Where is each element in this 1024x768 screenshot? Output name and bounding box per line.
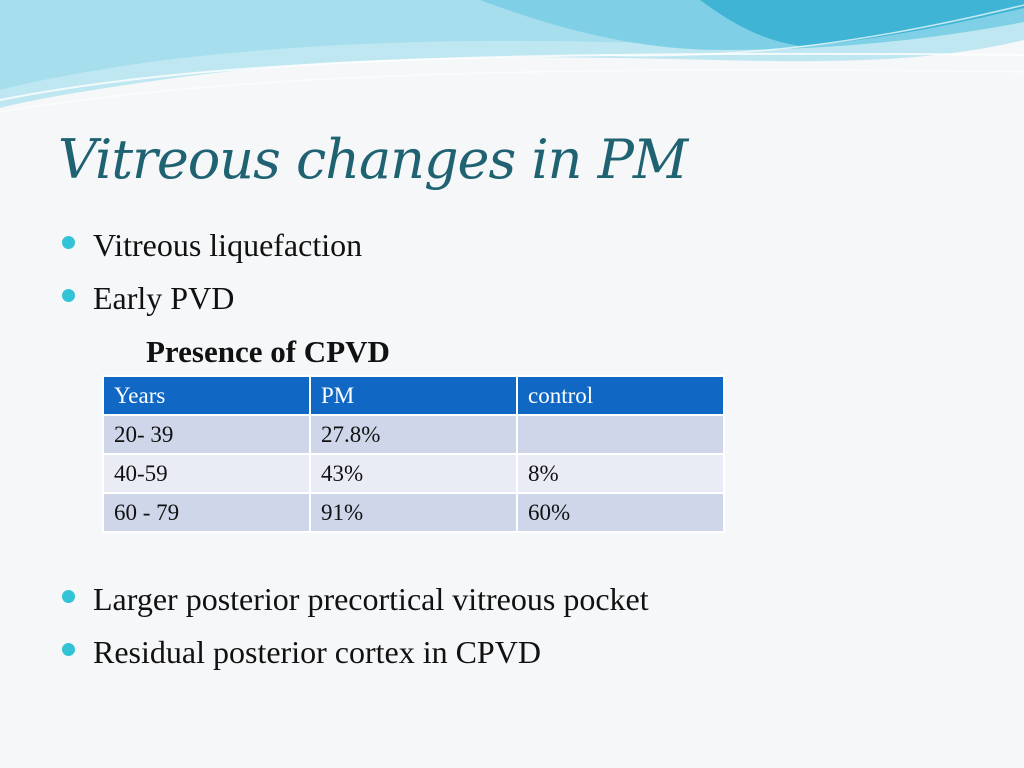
- column-header-control: control: [516, 375, 725, 416]
- bullet-item: Larger posterior precortical vitreous po…: [62, 580, 649, 633]
- bullet-item: Residual posterior cortex in CPVD: [62, 633, 649, 686]
- column-header-years: Years: [102, 375, 311, 416]
- table-cell: 60%: [516, 492, 725, 533]
- bullet-text: Larger posterior precortical vitreous po…: [93, 581, 649, 617]
- bullet-dot-icon: [62, 236, 75, 249]
- table-row: 20- 39 27.8%: [102, 414, 725, 455]
- table-cell: 91%: [309, 492, 518, 533]
- bullet-dot-icon: [62, 590, 75, 603]
- table-cell: 60 - 79: [102, 492, 311, 533]
- bullet-text: Residual posterior cortex in CPVD: [93, 634, 541, 670]
- slide-title: Vitreous changes in PM: [58, 128, 688, 191]
- bullet-text: Vitreous liquefaction: [93, 227, 363, 263]
- bullet-dot-icon: [62, 643, 75, 656]
- cpvd-table: Years PM control 20- 39 27.8% 40-59 43% …: [102, 375, 725, 533]
- table-cell: 27.8%: [309, 414, 518, 455]
- table-header-row: Years PM control: [102, 375, 725, 416]
- table-heading: Presence of CPVD: [146, 334, 390, 369]
- column-header-pm: PM: [309, 375, 518, 416]
- bullet-item: Early PVD: [62, 279, 362, 332]
- table-row: 60 - 79 91% 60%: [102, 492, 725, 533]
- table-cell: 20- 39: [102, 414, 311, 455]
- bullet-dot-icon: [62, 289, 75, 302]
- bullet-text: Early PVD: [93, 280, 235, 316]
- decorative-wave-header: [0, 0, 1024, 113]
- bullet-list-top: Vitreous liquefaction Early PVD: [62, 226, 362, 332]
- table-cell: 43%: [309, 453, 518, 494]
- bullet-item: Vitreous liquefaction: [62, 226, 362, 279]
- bullet-list-bottom: Larger posterior precortical vitreous po…: [62, 580, 649, 686]
- table-cell: [516, 414, 725, 455]
- table-row: 40-59 43% 8%: [102, 453, 725, 494]
- table-cell: 8%: [516, 453, 725, 494]
- table-cell: 40-59: [102, 453, 311, 494]
